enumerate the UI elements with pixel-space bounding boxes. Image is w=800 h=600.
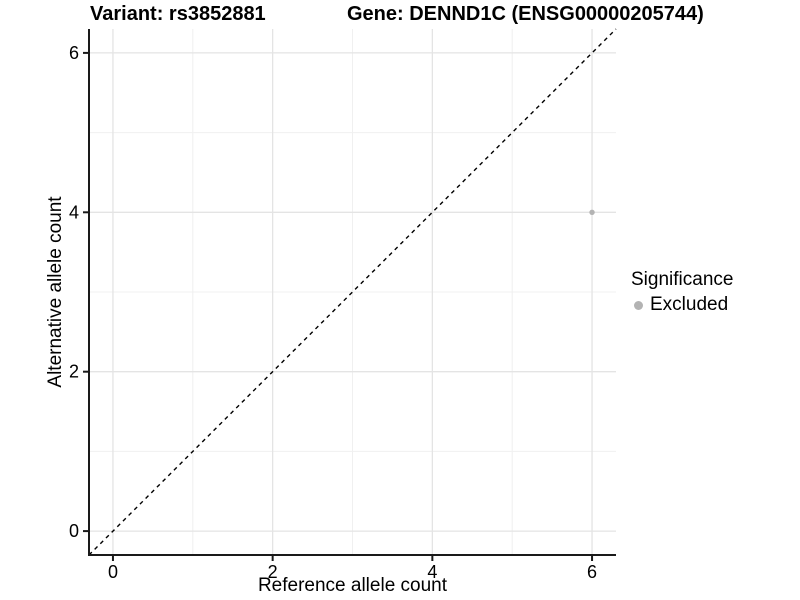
- y-axis-title: Alternative allele count: [45, 196, 66, 388]
- x-tick-label: 0: [108, 562, 118, 582]
- x-tick-label: 6: [587, 562, 597, 582]
- y-tick-label: 6: [69, 43, 79, 63]
- plot-title-gene: Gene: DENND1C (ENSG00000205744): [347, 3, 704, 25]
- y-tick-label: 4: [69, 202, 79, 222]
- x-tick-label: 2: [268, 562, 278, 582]
- x-tick-label: 4: [427, 562, 437, 582]
- legend-item-excluded: Excluded: [631, 294, 733, 316]
- y-tick-label: 0: [69, 521, 79, 541]
- x-axis-title: Reference allele count: [257, 575, 448, 596]
- y-tick-label: 2: [69, 362, 79, 382]
- data-point: [589, 209, 595, 216]
- plot-title-variant: Variant: rs3852881: [90, 3, 266, 25]
- legend: Significance Excluded: [631, 269, 733, 316]
- legend-title: Significance: [631, 269, 734, 290]
- legend-item-label: Excluded: [650, 294, 729, 315]
- legend-dot-icon: [634, 300, 643, 310]
